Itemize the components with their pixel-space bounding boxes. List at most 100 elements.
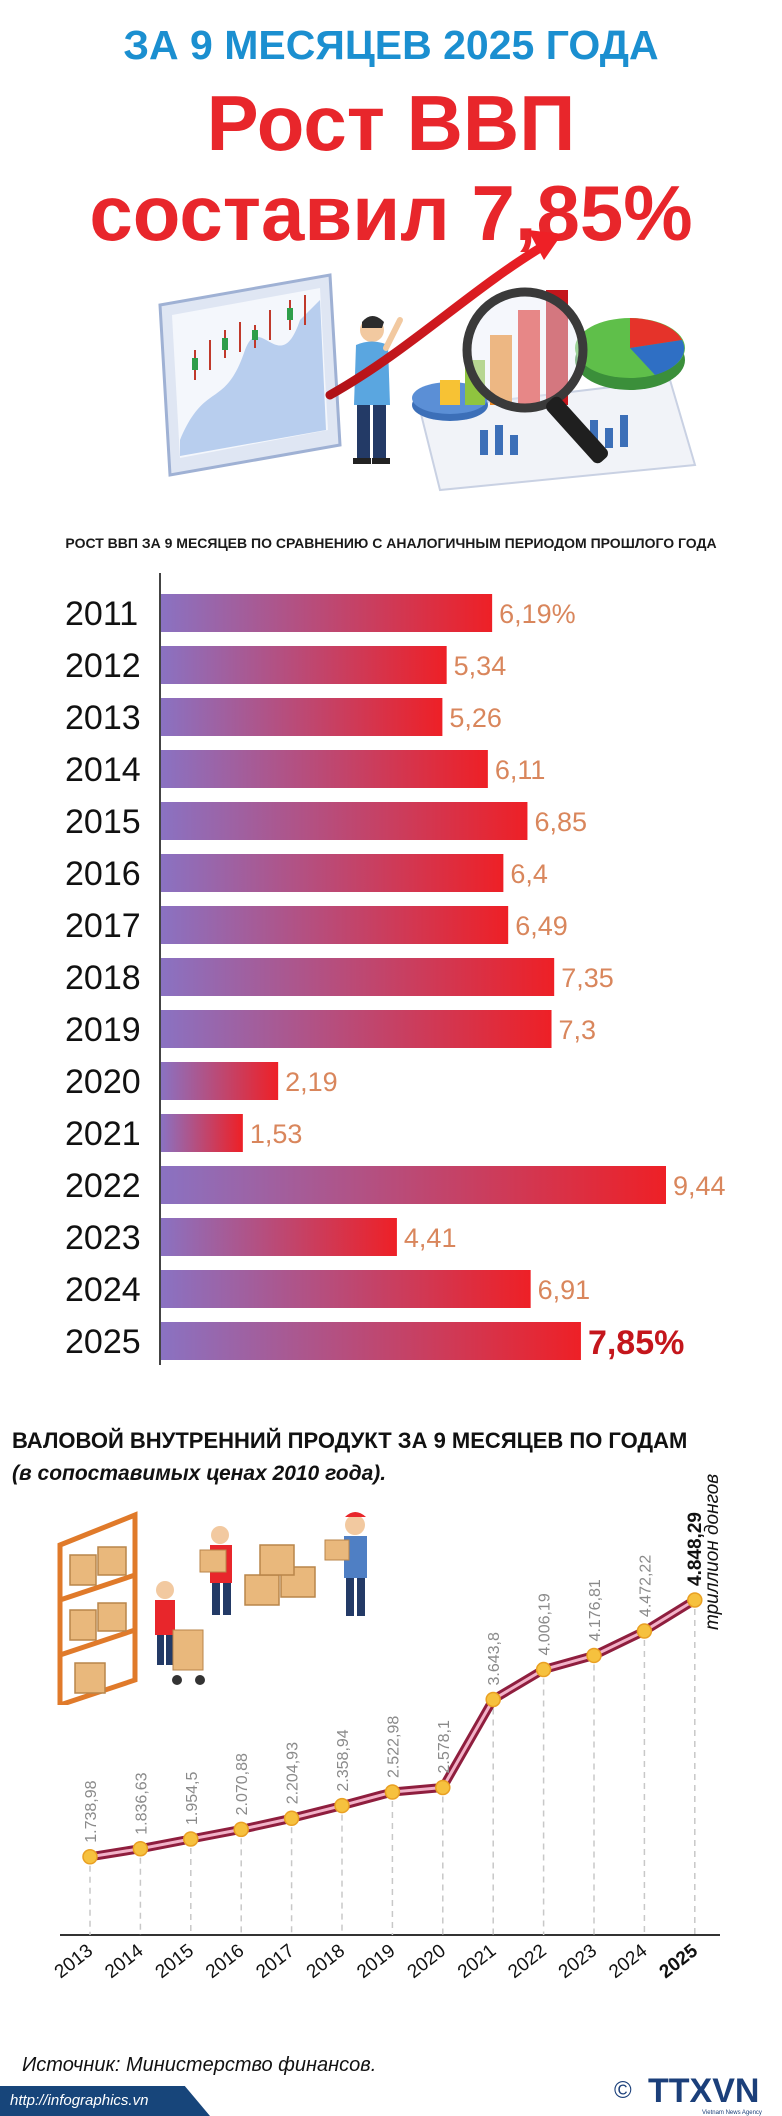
warehouse-workers-illustration (57, 1511, 367, 1705)
line-value-label: 2.358,94 (335, 1729, 352, 1791)
bar (161, 1322, 581, 1360)
line-year-label: 2014 (101, 1940, 148, 1983)
worker-with-cart-icon (155, 1581, 205, 1685)
line-year-label: 2013 (51, 1940, 97, 1983)
bar-value-label: 6,19% (499, 599, 576, 629)
title-line-2: составил 7,85% (89, 169, 693, 257)
unit-label: триллион донгов (702, 1474, 723, 1630)
logo-text: TTXVN (648, 2072, 759, 2110)
bar (161, 1010, 552, 1048)
line-value-label: 4.006,19 (537, 1593, 554, 1655)
gdp-line-chart: 1.738,98 2013 1.836,63 2014 1.954,5 2015 2.070… (51, 1512, 720, 1983)
bar-value-label: 7,85% (588, 1324, 684, 1362)
bar-value-label: 5,34 (454, 651, 507, 681)
line-year-label: 2025 (656, 1940, 703, 1983)
bar (161, 750, 488, 788)
bar-value-label: 5,26 (449, 703, 502, 733)
line-value-label: 3.643,8 (486, 1632, 503, 1685)
subtitle: ЗА 9 МЕСЯЦЕВ 2025 ГОДА (123, 22, 659, 68)
line-value-label: 1.954,5 (184, 1771, 201, 1824)
bar-value-label: 6,49 (515, 911, 568, 941)
line-point (586, 1647, 602, 1664)
bar-value-label: 6,91 (538, 1275, 591, 1305)
bar-year-label: 2018 (65, 959, 141, 997)
bar-year-label: 2013 (65, 699, 141, 737)
line-point (82, 1849, 98, 1865)
line-year-label: 2022 (504, 1940, 550, 1983)
line-point (233, 1821, 249, 1838)
bar-value-label: 7,3 (559, 1015, 597, 1045)
line-value-label: 2.204,93 (285, 1742, 302, 1804)
bar-year-label: 2017 (65, 907, 141, 945)
stacked-boxes-icon (244, 1544, 316, 1606)
line-value-label: 4.848,29 (685, 1512, 706, 1586)
line-year-label: 2016 (202, 1940, 248, 1983)
bar-year-label: 2012 (65, 647, 141, 685)
bar-value-label: 6,85 (534, 807, 587, 837)
bar-year-label: 2020 (65, 1063, 141, 1101)
line-point (535, 1661, 552, 1678)
ttxvn-logo: © TTXVN Vietnam News Agency (614, 2072, 762, 2116)
bar (161, 594, 493, 632)
bar (161, 1062, 279, 1100)
bar-year-label: 2019 (65, 1011, 141, 1049)
bar-chart-title: РОСТ ВВП ЗА 9 МЕСЯЦЕВ ПО СРАВНЕНИЮ С АНА… (65, 535, 717, 551)
bar (161, 698, 443, 736)
bar-value-label: 7,35 (561, 963, 614, 993)
line-year-label: 2021 (454, 1940, 500, 1983)
line-value-label: 1.836,63 (133, 1772, 150, 1834)
bar-year-label: 2014 (65, 751, 141, 789)
bar-year-label: 2016 (65, 855, 141, 893)
line-point (384, 1784, 401, 1800)
line-value-label: 2.578,1 (436, 1720, 453, 1773)
line-year-label: 2024 (605, 1940, 652, 1983)
line-point (334, 1797, 350, 1814)
magnifier-icon (462, 287, 608, 464)
line-value-label: 4.176,81 (587, 1579, 604, 1641)
pie-chart-icon (575, 318, 685, 390)
copyright-symbol: © (614, 2077, 632, 2104)
bar-value-label: 2,19 (285, 1067, 338, 1097)
footer-bar (0, 2086, 210, 2116)
line-value-label: 2.070,88 (234, 1753, 251, 1815)
analyst-person-icon (353, 316, 403, 464)
bar-year-label: 2025 (65, 1323, 141, 1361)
line-point (435, 1779, 451, 1796)
footer-url-link[interactable]: http://infographics.vn (10, 2092, 149, 2109)
bar (161, 906, 509, 944)
line-point (183, 1831, 199, 1847)
worker-carrying-box-icon (199, 1526, 232, 1615)
bar-year-label: 2015 (65, 803, 141, 841)
line-point (283, 1810, 300, 1827)
line-point (636, 1623, 653, 1639)
line-point (485, 1691, 501, 1708)
unit-label-text: триллион донгов (702, 1474, 723, 1630)
line-chart-title: ВАЛОВОЙ ВНУТРЕННИЙ ПРОДУКТ ЗА 9 МЕСЯЦЕВ … (12, 1428, 688, 1453)
line-value-label: 2.522,98 (385, 1716, 402, 1778)
bar-year-label: 2023 (65, 1219, 141, 1257)
worker-standing-icon (324, 1512, 367, 1616)
bar (161, 1218, 397, 1256)
warehouse-shelf-icon (57, 1511, 138, 1705)
line-point (687, 1592, 703, 1608)
line-value-label: 4.472,22 (637, 1555, 654, 1617)
bar (161, 1166, 666, 1204)
bar-year-label: 2024 (65, 1271, 141, 1309)
bar (161, 646, 447, 684)
analytics-illustration (158, 230, 697, 492)
bar-year-label: 2022 (65, 1167, 141, 1205)
line-year-label: 2023 (555, 1940, 601, 1983)
title-line-1: Рост ВВП (206, 79, 576, 167)
line-chart-subtitle: (в сопоставимых ценах 2010 года). (12, 1462, 387, 1485)
bar-value-label: 6,11 (495, 755, 546, 785)
growth-arrow-icon (325, 230, 562, 400)
source-note: Источник: Министерство финансов. (22, 2054, 377, 2076)
bar-value-label: 9,44 (673, 1171, 726, 1201)
line-year-label: 2015 (152, 1940, 198, 1983)
data-board-icon (158, 273, 342, 477)
bar-year-label: 2021 (65, 1115, 141, 1153)
bar (161, 802, 528, 840)
bar (161, 1270, 531, 1308)
line-year-label: 2017 (252, 1940, 298, 1983)
bar (161, 1114, 243, 1152)
